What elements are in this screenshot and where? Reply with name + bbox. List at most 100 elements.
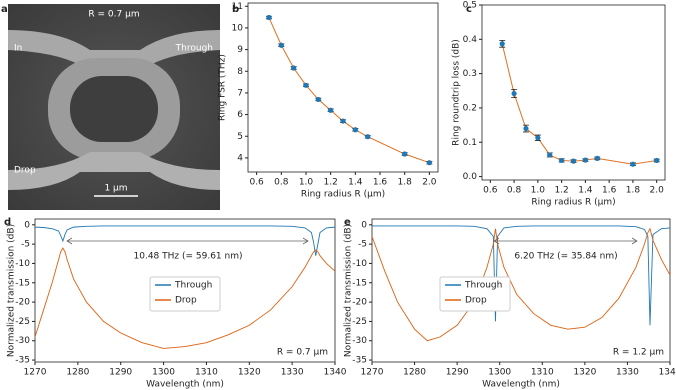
marker <box>630 161 636 167</box>
sem-image <box>8 4 220 210</box>
y-tick-label: 6 <box>237 110 243 120</box>
plot-frame <box>481 4 666 181</box>
marker <box>426 160 432 166</box>
x-tick-label: 1270 <box>361 368 384 378</box>
x-tick-label: 1.2 <box>323 178 337 188</box>
marker <box>328 107 334 113</box>
marker <box>266 14 272 21</box>
x-tick-label: 1320 <box>573 368 596 378</box>
y-axis-label: Normalized transmission (dB) <box>344 224 354 357</box>
x-tick-label: 1290 <box>446 368 469 378</box>
radius-note: R = 1.2 μm <box>613 348 664 358</box>
y-tick-label: -25 <box>15 317 30 327</box>
x-tick-label: 1.6 <box>373 178 388 188</box>
y-tick-label: -30 <box>15 336 30 346</box>
x-tick-label: 1300 <box>488 368 511 378</box>
marker <box>402 151 408 157</box>
x-tick-label: 0.6 <box>483 186 498 196</box>
y-tick-label: -10 <box>15 259 30 269</box>
marker <box>654 157 660 164</box>
y-tick-label: -20 <box>352 298 367 308</box>
y-tick-label: 5 <box>237 132 243 142</box>
y-tick-label: 8 <box>237 67 243 77</box>
y-tick-label: -35 <box>15 356 30 366</box>
panel-label: c <box>466 4 472 15</box>
radius-note: R = 0.7 μm <box>277 348 328 358</box>
x-tick-label: 0.6 <box>249 178 264 188</box>
y-tick-label: 0 <box>361 220 367 230</box>
y-axis-label: Normalized transmission (dB) <box>7 224 17 357</box>
y-tick-label: 0.4 <box>463 35 478 45</box>
legend-label: Through <box>174 281 212 291</box>
marker <box>523 125 529 132</box>
x-tick-label: 0.8 <box>274 178 289 188</box>
y-tick-label: 7 <box>237 88 243 98</box>
y-axis-label: Ring FSR (THz) <box>218 54 228 121</box>
plot-frame <box>247 2 439 173</box>
series-line <box>372 225 671 326</box>
series-line <box>34 225 336 256</box>
y-tick-label: 0.0 <box>463 172 478 182</box>
y-tick-label: -15 <box>352 278 367 288</box>
marker <box>352 127 358 133</box>
annotation: 10.48 THz (= 59.61 nm) <box>134 252 243 262</box>
y-tick-label: -25 <box>352 317 367 327</box>
x-tick-label: 1280 <box>66 368 89 378</box>
marker <box>365 134 371 140</box>
marker <box>291 65 297 71</box>
marker <box>582 157 588 163</box>
marker <box>547 152 553 158</box>
radius-label: R = 0.7 μm <box>88 10 139 20</box>
x-tick-label: 2.0 <box>422 178 437 188</box>
x-tick-label: 1.4 <box>578 186 593 196</box>
port-label: Through <box>175 44 213 54</box>
port-label: Drop <box>14 166 36 176</box>
legend-label: Through <box>464 281 502 291</box>
x-tick-label: 1290 <box>109 368 132 378</box>
marker <box>594 155 600 161</box>
plot-frame <box>34 218 336 363</box>
marker <box>559 157 565 164</box>
x-tick-label: 1.8 <box>398 178 413 188</box>
y-tick-label: 10 <box>232 23 244 33</box>
y-tick-label: 0.5 <box>463 1 477 11</box>
x-axis-label: Wavelength (nm) <box>146 380 224 390</box>
port-label: In <box>14 44 22 54</box>
marker <box>278 42 284 48</box>
x-tick-label: 1.0 <box>531 186 546 196</box>
y-tick-label: 0 <box>24 220 30 230</box>
panel-label: e <box>344 217 351 228</box>
marker <box>499 41 505 47</box>
y-tick-label: -20 <box>15 298 30 308</box>
y-tick-label: -5 <box>358 240 367 250</box>
marker <box>340 118 346 124</box>
arrow <box>66 237 309 245</box>
legend-label: Drop <box>175 296 197 306</box>
marker <box>570 158 577 164</box>
x-tick-label: 1300 <box>152 368 175 378</box>
x-axis-label: Ring radius R (μm) <box>531 198 615 208</box>
series-line <box>501 43 657 165</box>
marker <box>511 90 517 97</box>
x-axis-label: Ring radius R (μm) <box>301 190 385 200</box>
x-tick-label: 1340 <box>659 368 676 378</box>
x-tick-label: 1340 <box>324 368 347 378</box>
y-tick-label: 0.1 <box>463 138 477 148</box>
y-tick-label: 0.3 <box>463 69 477 79</box>
panel-label: d <box>4 217 11 228</box>
series-line <box>371 227 671 342</box>
annotation: 6.20 THz (= 35.84 nm) <box>514 252 617 262</box>
x-tick-label: 1280 <box>403 368 426 378</box>
x-tick-label: 1.0 <box>299 178 314 188</box>
y-tick-label: 0.2 <box>463 103 477 113</box>
y-tick-label: -30 <box>352 336 367 346</box>
y-tick-label: -35 <box>352 356 367 366</box>
panel-label: a <box>1 4 8 15</box>
panel-label: b <box>232 4 239 15</box>
x-tick-label: 1310 <box>195 368 218 378</box>
x-tick-label: 1310 <box>531 368 554 378</box>
x-tick-label: 1.6 <box>602 186 617 196</box>
x-tick-label: 1320 <box>238 368 261 378</box>
x-tick-label: 2.0 <box>650 186 665 196</box>
y-tick-label: -15 <box>15 278 30 288</box>
